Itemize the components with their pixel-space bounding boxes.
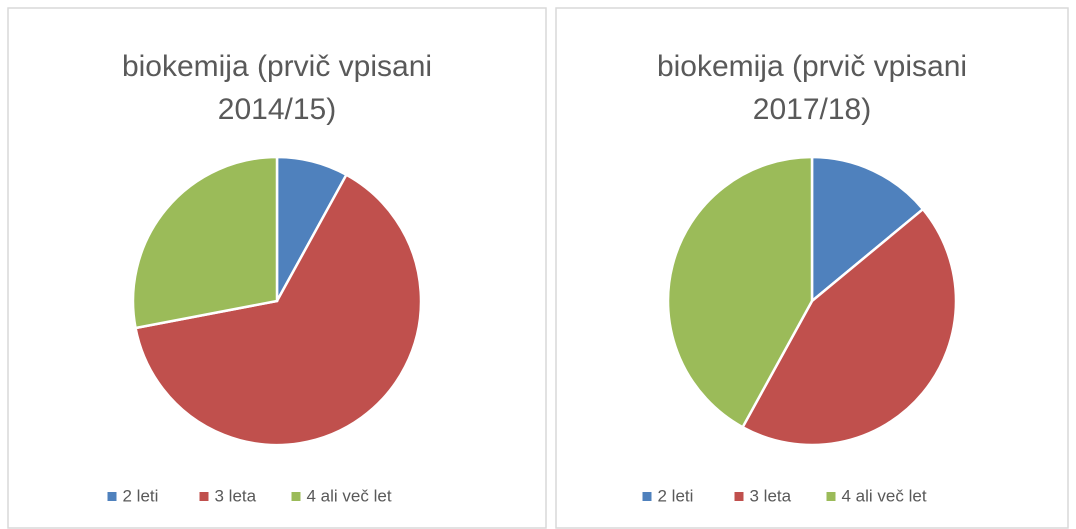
legend-label: 4 ali več let: [307, 486, 392, 505]
chart-title: biokemija (prvič vpisani: [122, 50, 432, 83]
pie-slice: [131, 155, 279, 330]
legend-label: 2 leti: [658, 486, 694, 505]
legend-label: 3 leta: [215, 486, 257, 505]
legend-swatch: [826, 492, 836, 501]
legend-swatch: [199, 492, 209, 501]
chart-title: 2017/18): [753, 93, 871, 126]
legend-swatch: [642, 492, 652, 501]
pie-slice: [134, 173, 423, 447]
pie-slice: [666, 155, 814, 429]
legend-label: 3 leta: [750, 486, 792, 505]
chart-title: 2014/15): [218, 93, 336, 126]
legend-swatch: [291, 492, 301, 501]
legend-label: 2 leti: [123, 486, 159, 505]
legend-label: 4 ali več let: [842, 486, 927, 505]
pie-slice: [810, 155, 925, 304]
chart-title: biokemija (prvič vpisani: [657, 50, 967, 83]
panel-border: [555, 7, 1069, 529]
panel-border: [7, 7, 547, 529]
legend-swatch: [107, 492, 117, 501]
legend-swatch: [734, 492, 744, 501]
pie-slice: [740, 207, 958, 447]
